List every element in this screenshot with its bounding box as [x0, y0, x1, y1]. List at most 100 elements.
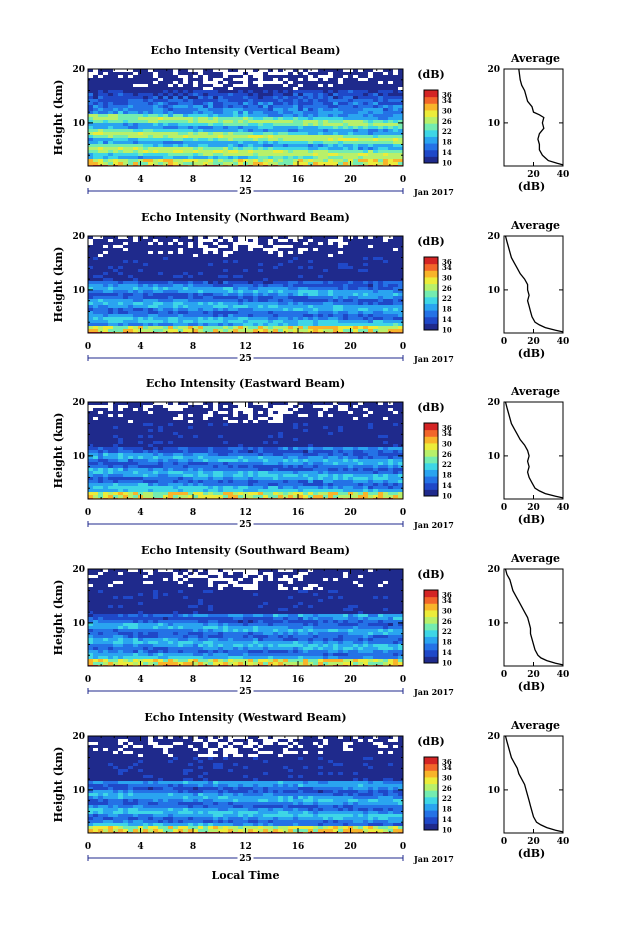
- heatmap-cell: [183, 138, 188, 141]
- heatmap-cell: [268, 426, 273, 429]
- heatmap-cell: [133, 278, 138, 281]
- heatmap-cell: [228, 296, 233, 299]
- heatmap-cell: [253, 144, 258, 147]
- heatmap-cell: [283, 402, 288, 405]
- heatmap-cell: [173, 257, 178, 260]
- heatmap-cell: [358, 257, 363, 260]
- heatmap-cell: [103, 263, 108, 266]
- heatmap-cell: [383, 290, 388, 293]
- heatmap-cell: [338, 254, 343, 257]
- heatmap-cell: [273, 69, 278, 72]
- heatmap-cell: [268, 78, 273, 81]
- heatmap-cell: [153, 402, 158, 405]
- heatmap-cell: [113, 299, 118, 302]
- heatmap-cell: [253, 414, 258, 417]
- heatmap-cell: [238, 72, 243, 75]
- heatmap-cell: [148, 147, 153, 150]
- heatmap-cell: [163, 129, 168, 132]
- heatmap-cell: [208, 284, 213, 287]
- heatmap-cell: [158, 323, 163, 326]
- heatmap-cell: [253, 317, 258, 320]
- heatmap-cell: [318, 108, 323, 111]
- heatmap-cell: [173, 108, 178, 111]
- heatmap-cell: [98, 239, 103, 242]
- heatmap-cell: [143, 159, 148, 162]
- heatmap-cell: [158, 293, 163, 296]
- heatmap-cell: [223, 308, 228, 311]
- heatmap-cell: [228, 150, 233, 153]
- heatmap-cell: [238, 87, 243, 90]
- heatmap-cell: [228, 266, 233, 269]
- heatmap-cell: [368, 311, 373, 314]
- heatmap-cell: [103, 135, 108, 138]
- heatmap-cell: [113, 308, 118, 311]
- heatmap-cell: [208, 272, 213, 275]
- heatmap-cell: [168, 290, 173, 293]
- heatmap-cell: [188, 320, 193, 323]
- heatmap-cell: [363, 326, 368, 329]
- heatmap-cell: [168, 284, 173, 287]
- heatmap-cell: [228, 417, 233, 420]
- colorbar-segment: [424, 156, 438, 164]
- heatmap-cell: [293, 141, 298, 144]
- heatmap-cell: [298, 159, 303, 162]
- heatmap-cell: [128, 156, 133, 159]
- heatmap-cell: [163, 320, 168, 323]
- heatmap-cell: [148, 144, 153, 147]
- heatmap-cell: [393, 156, 398, 159]
- heatmap-cell: [348, 248, 353, 251]
- heatmap-cell: [238, 81, 243, 84]
- heatmap-cell: [173, 269, 178, 272]
- heatmap-cell: [118, 251, 123, 254]
- heatmap-cell: [93, 153, 98, 156]
- heatmap-cell: [298, 81, 303, 84]
- heatmap-cell: [183, 408, 188, 411]
- heatmap-cell: [313, 257, 318, 260]
- heatmap-cell: [133, 105, 138, 108]
- heatmap-cell: [243, 111, 248, 114]
- heatmap-cell: [208, 329, 213, 332]
- heatmap-cell: [208, 420, 213, 423]
- heatmap-cell: [343, 102, 348, 105]
- heatmap-cell: [133, 87, 138, 90]
- heatmap-cell: [323, 114, 328, 117]
- heatmap-cell: [273, 245, 278, 248]
- heatmap-cell: [363, 156, 368, 159]
- heatmap-cell: [148, 426, 153, 429]
- heatmap-cell: [188, 84, 193, 87]
- heatmap-cell: [323, 69, 328, 72]
- heatmap-cell: [193, 257, 198, 260]
- heatmap-cell: [343, 96, 348, 99]
- heatmap-cell: [398, 102, 403, 105]
- heatmap-cell: [298, 323, 303, 326]
- heatmap-cell: [173, 141, 178, 144]
- heatmap-cell: [363, 272, 368, 275]
- heatmap-cell: [363, 159, 368, 162]
- heatmap-cell: [198, 293, 203, 296]
- heatmap-cell: [158, 290, 163, 293]
- heatmap-cell: [318, 135, 323, 138]
- heatmap-cell: [223, 93, 228, 96]
- heatmap-cell: [108, 147, 113, 150]
- heatmap-cell: [383, 135, 388, 138]
- heatmap-cell: [188, 411, 193, 414]
- heatmap-cell: [223, 120, 228, 123]
- heatmap-cell: [323, 236, 328, 239]
- heatmap-cell: [263, 156, 268, 159]
- heatmap-cell: [113, 323, 118, 326]
- heatmap-cell: [343, 311, 348, 314]
- heatmap-cell: [188, 242, 193, 245]
- heatmap-cell: [228, 308, 233, 311]
- heatmap-cell: [93, 323, 98, 326]
- heatmap-cell: [338, 290, 343, 293]
- heatmap-cell: [133, 423, 138, 426]
- heatmap-cell: [118, 69, 123, 72]
- heatmap-cell: [93, 141, 98, 144]
- heatmap-cell: [233, 248, 238, 251]
- heatmap-cell: [138, 123, 143, 126]
- heatmap-cell: [228, 426, 233, 429]
- heatmap-cell: [363, 105, 368, 108]
- heatmap-cell: [168, 105, 173, 108]
- heatmap-cell: [228, 162, 233, 165]
- heatmap-cell: [258, 263, 263, 266]
